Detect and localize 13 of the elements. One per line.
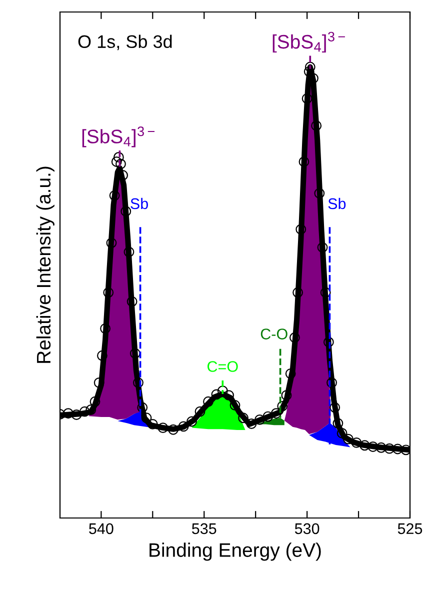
x-tick-label: 540 [89,523,114,534]
text: C-O [260,328,288,340]
text: Sb [328,198,346,210]
series-label: [SbS$_{4}$]$^{3−}$ [82,126,155,148]
x-tick-label: 535 [192,523,216,534]
chart-title: O 1s, Sb 3d [78,34,172,50]
series-label: [SbS$_{4}$]$^{3−}$ [272,32,345,53]
text: Sb [130,198,148,210]
series-label: C=O [208,361,238,372]
x-axis-title: Binding Energy (eV) [150,542,321,561]
y-axis-title: Relative Intensity (a.u.) [36,166,54,363]
x-tick-label: 530 [294,523,320,534]
x-tick-label: 525 [398,523,422,534]
